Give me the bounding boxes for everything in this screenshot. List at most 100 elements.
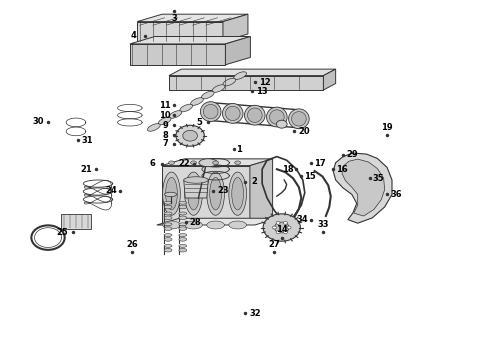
Ellipse shape: [287, 226, 291, 229]
Polygon shape: [333, 153, 392, 223]
Ellipse shape: [180, 104, 193, 112]
Ellipse shape: [235, 161, 241, 165]
Ellipse shape: [283, 221, 287, 224]
Ellipse shape: [147, 123, 160, 131]
Text: 18: 18: [282, 165, 294, 174]
Ellipse shape: [276, 120, 287, 128]
Polygon shape: [169, 69, 336, 76]
Text: 10: 10: [159, 111, 171, 120]
Text: 26: 26: [126, 240, 138, 248]
Text: 27: 27: [269, 240, 280, 248]
Ellipse shape: [164, 192, 176, 197]
Ellipse shape: [183, 130, 197, 141]
Ellipse shape: [169, 111, 182, 118]
Ellipse shape: [164, 201, 172, 204]
Text: 12: 12: [259, 77, 270, 86]
Text: 22: 22: [179, 159, 191, 168]
Polygon shape: [225, 36, 250, 65]
Ellipse shape: [164, 234, 172, 237]
Polygon shape: [61, 214, 91, 229]
Ellipse shape: [169, 161, 174, 165]
Text: 3: 3: [171, 14, 177, 23]
Ellipse shape: [292, 112, 306, 126]
Text: 11: 11: [159, 100, 171, 109]
Text: 1: 1: [236, 145, 242, 154]
Ellipse shape: [199, 159, 218, 167]
Polygon shape: [162, 159, 272, 166]
Text: 35: 35: [373, 174, 385, 183]
Text: 16: 16: [336, 165, 348, 174]
Polygon shape: [137, 14, 248, 22]
Ellipse shape: [267, 107, 287, 127]
Text: 24: 24: [105, 186, 117, 195]
Ellipse shape: [184, 177, 208, 183]
Ellipse shape: [179, 223, 187, 226]
Polygon shape: [157, 218, 277, 225]
Polygon shape: [223, 14, 248, 41]
Text: 34: 34: [296, 215, 308, 224]
Text: 29: 29: [346, 150, 358, 159]
Ellipse shape: [188, 177, 199, 210]
Ellipse shape: [229, 221, 246, 229]
Text: 14: 14: [276, 225, 288, 234]
Ellipse shape: [289, 109, 309, 129]
Ellipse shape: [179, 205, 187, 209]
Ellipse shape: [179, 234, 187, 237]
Ellipse shape: [164, 238, 172, 241]
Ellipse shape: [164, 205, 172, 209]
Ellipse shape: [270, 110, 284, 124]
Ellipse shape: [276, 221, 280, 224]
Ellipse shape: [274, 222, 289, 233]
Ellipse shape: [210, 177, 221, 210]
Ellipse shape: [34, 228, 62, 248]
Text: 15: 15: [304, 172, 316, 181]
Text: 2: 2: [251, 177, 257, 186]
Ellipse shape: [222, 104, 243, 123]
Ellipse shape: [179, 227, 187, 230]
Polygon shape: [169, 76, 323, 90]
Polygon shape: [130, 36, 250, 44]
Polygon shape: [184, 180, 208, 198]
Ellipse shape: [179, 216, 187, 220]
Ellipse shape: [158, 117, 171, 125]
Ellipse shape: [263, 214, 300, 241]
Text: 30: 30: [32, 117, 44, 126]
Text: 23: 23: [217, 186, 229, 195]
Text: 21: 21: [81, 165, 93, 174]
Ellipse shape: [179, 212, 187, 215]
Ellipse shape: [164, 244, 172, 247]
Ellipse shape: [225, 106, 240, 121]
Ellipse shape: [283, 231, 287, 234]
Ellipse shape: [232, 177, 244, 210]
Polygon shape: [137, 22, 223, 41]
Ellipse shape: [272, 226, 276, 229]
Polygon shape: [130, 44, 225, 65]
Text: 5: 5: [196, 118, 202, 127]
Ellipse shape: [164, 216, 172, 220]
Text: 6: 6: [150, 159, 156, 168]
Ellipse shape: [276, 231, 280, 234]
Ellipse shape: [201, 91, 214, 99]
Ellipse shape: [229, 172, 246, 215]
Ellipse shape: [179, 238, 187, 241]
Text: 17: 17: [314, 158, 326, 168]
Text: 28: 28: [189, 218, 201, 227]
Text: 13: 13: [256, 86, 268, 95]
Text: 19: 19: [381, 122, 393, 131]
Text: 20: 20: [298, 127, 310, 136]
Polygon shape: [162, 166, 250, 223]
Ellipse shape: [223, 78, 236, 86]
Polygon shape: [342, 159, 385, 216]
Ellipse shape: [212, 85, 225, 93]
Polygon shape: [250, 159, 272, 223]
Text: 25: 25: [57, 228, 69, 237]
Ellipse shape: [245, 105, 265, 125]
Ellipse shape: [164, 212, 172, 215]
Ellipse shape: [176, 125, 204, 146]
Text: 32: 32: [250, 309, 262, 318]
Ellipse shape: [164, 223, 172, 226]
Ellipse shape: [200, 102, 221, 122]
Text: 4: 4: [131, 31, 137, 40]
Ellipse shape: [191, 98, 203, 105]
Ellipse shape: [185, 221, 202, 229]
